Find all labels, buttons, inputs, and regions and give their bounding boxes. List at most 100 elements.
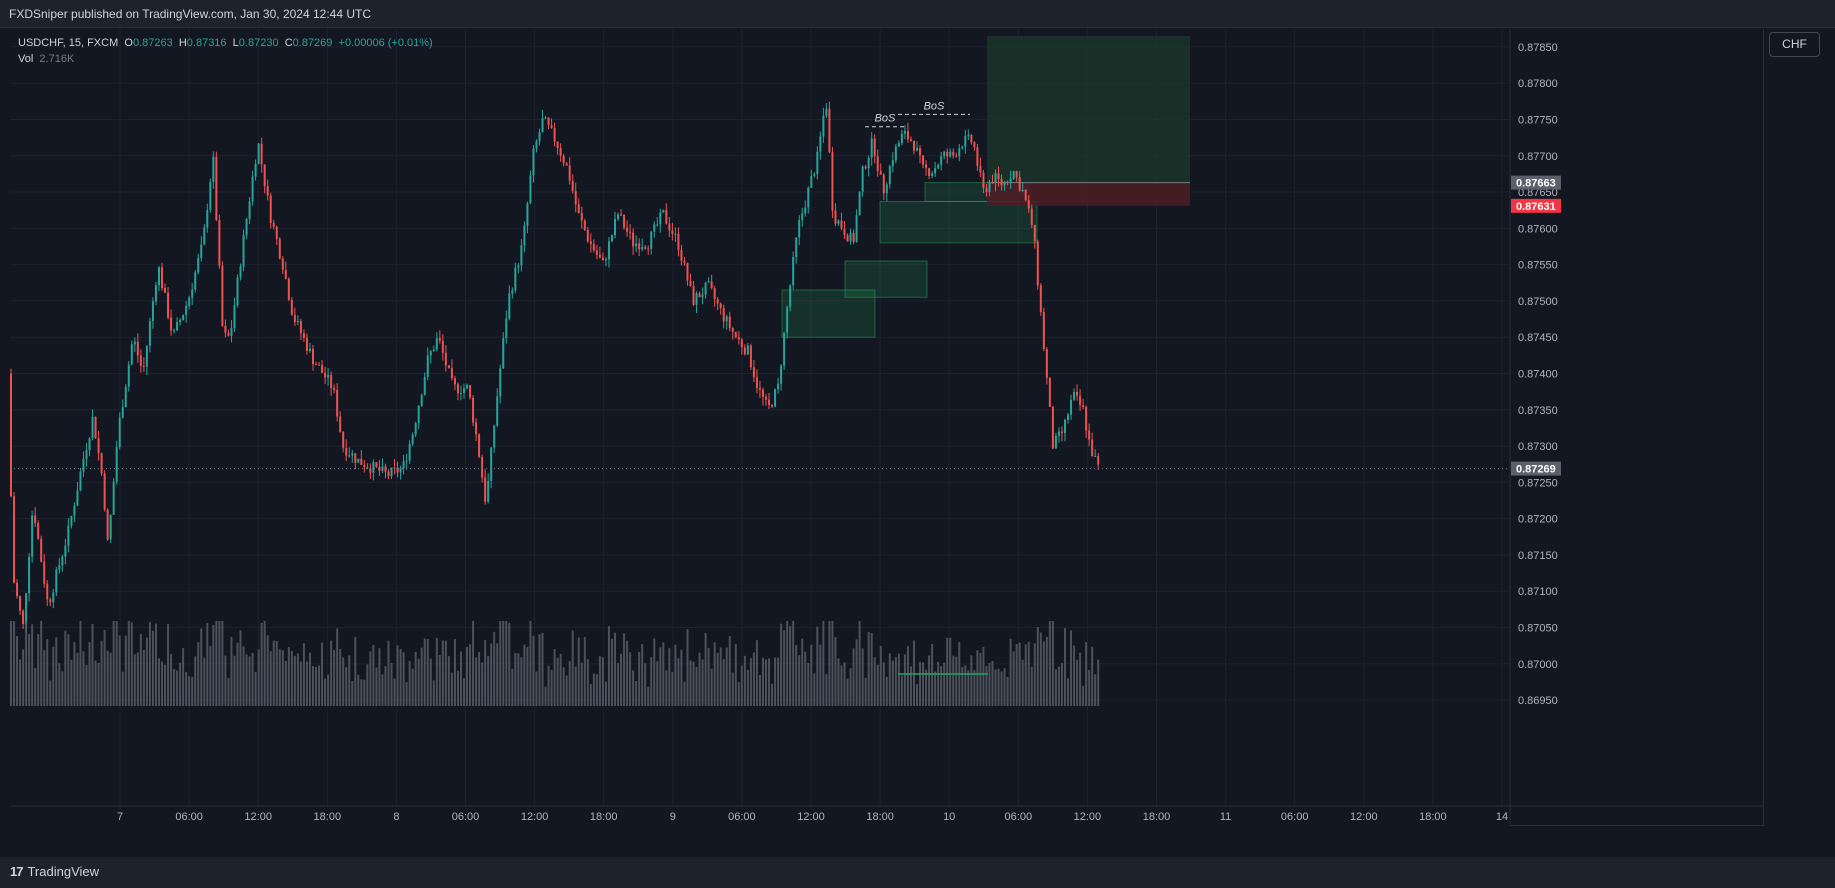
volume-bar — [46, 639, 49, 706]
candle-body — [870, 138, 873, 158]
volume-bar — [541, 632, 544, 706]
volume-bar — [133, 654, 136, 706]
volume-bar — [768, 658, 771, 706]
volume-bar — [145, 637, 148, 706]
low-value: 0.87230 — [238, 37, 279, 49]
volume-bar — [786, 621, 789, 706]
volume-bar — [157, 658, 160, 706]
volume-bar — [765, 659, 767, 706]
volume-bar — [922, 662, 925, 706]
candle-body — [58, 565, 61, 570]
volume-bar — [233, 655, 236, 706]
volume-bar — [973, 670, 976, 706]
candle-body — [846, 235, 849, 242]
volume-bar — [529, 621, 532, 706]
candle-body — [789, 285, 792, 308]
low-label: L — [232, 37, 239, 49]
volume-bar — [1030, 666, 1033, 706]
price-label-bg-last — [1511, 461, 1561, 476]
currency-button[interactable]: CHF — [1769, 32, 1820, 57]
y-tick-label: 0.87750 — [1518, 114, 1558, 126]
volume-bar — [931, 644, 934, 706]
candle-body — [559, 148, 562, 156]
candle-body — [185, 305, 188, 315]
candle-body — [387, 471, 390, 477]
demand-zone — [844, 260, 928, 298]
candle-body — [752, 367, 755, 378]
candle-body — [447, 365, 450, 368]
volume-bar — [964, 665, 967, 706]
candle-body — [100, 453, 103, 474]
volume-bar — [617, 663, 620, 706]
candle-body — [1027, 200, 1030, 209]
candle-body — [203, 227, 206, 245]
demand-zone — [781, 289, 876, 338]
candle-body — [831, 152, 834, 211]
candle-body — [1006, 181, 1009, 183]
candle-body — [1060, 431, 1063, 434]
candle-body — [363, 464, 366, 468]
volume-bar — [792, 621, 795, 706]
symbol-label[interactable]: USDCHF, 15, FXCM — [18, 37, 119, 49]
publish-info: FXDSniper published on TradingView.com, … — [9, 7, 371, 21]
x-tick-label: 06:00 — [1005, 811, 1033, 823]
volume-bar — [620, 653, 623, 706]
volume-bar — [37, 633, 40, 706]
candle-body — [182, 314, 185, 321]
volume-bar — [867, 631, 870, 706]
candle-body — [438, 337, 441, 341]
volume-bar — [553, 649, 556, 706]
candle-body — [934, 168, 937, 174]
volume-bar — [514, 652, 517, 706]
candle-body — [985, 187, 988, 193]
volume-bar — [330, 640, 333, 706]
candle-body — [855, 215, 858, 242]
volume-bar — [417, 658, 420, 706]
candle-body — [157, 267, 160, 286]
candle-body — [230, 328, 233, 336]
candle-body — [133, 341, 136, 345]
candle-body — [958, 148, 961, 157]
volume-bar — [1054, 669, 1057, 706]
price-chart[interactable]: 0.878500.878000.877500.877000.876500.876… — [10, 29, 1764, 826]
candle-body — [556, 141, 559, 149]
volume-bar — [985, 666, 988, 706]
volume-bar — [302, 643, 305, 706]
volume-bar — [659, 647, 662, 706]
candle-body — [795, 237, 798, 258]
volume-bar — [34, 668, 37, 706]
candle-body — [191, 289, 194, 298]
candle-body — [861, 166, 864, 192]
volume-bar — [402, 652, 405, 706]
y-tick-label: 0.87850 — [1518, 42, 1558, 54]
candle-body — [635, 243, 638, 247]
volume-bar — [508, 622, 511, 706]
volume-bar — [88, 641, 91, 706]
candle-body — [327, 374, 330, 378]
volume-bar — [170, 654, 173, 706]
tradingview-brand[interactable]: 17 TradingView — [10, 864, 99, 879]
candle-body — [713, 288, 716, 300]
chart-pane[interactable]: 0.87850 0.87800 0.87750 0.87700 0.87650 0.876… — [10, 29, 1764, 826]
candle-body — [970, 134, 973, 143]
candle-body — [740, 339, 743, 348]
volume-bar — [647, 686, 650, 706]
candle-body — [278, 239, 281, 259]
volume-bar — [1045, 636, 1048, 706]
candle-body — [894, 146, 897, 161]
candle-body — [1018, 177, 1021, 191]
candle-body — [145, 345, 148, 367]
candle-body — [1057, 431, 1060, 436]
volume-bar — [73, 642, 76, 706]
y-tick-label: 0.87000 — [1518, 659, 1558, 671]
volume-bar — [52, 646, 55, 706]
candle-body — [940, 156, 943, 165]
x-tick-label: 9 — [670, 811, 676, 823]
y-tick-label: 0.87250 — [1518, 477, 1558, 489]
volume-label[interactable]: Vol — [18, 53, 34, 65]
candle-body — [112, 481, 115, 515]
y-tick-label: 0.87150 — [1518, 550, 1558, 562]
volume-bar — [774, 657, 777, 706]
volume-bar — [906, 646, 909, 706]
volume-bar — [1091, 646, 1094, 706]
